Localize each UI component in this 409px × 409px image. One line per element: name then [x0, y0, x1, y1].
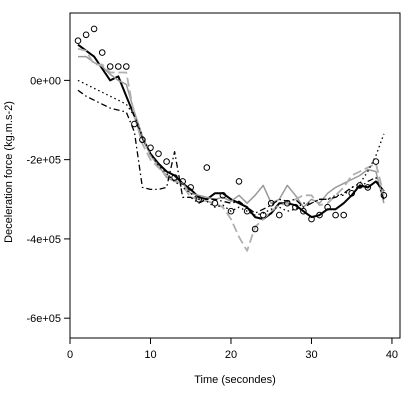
- x-axis: 0 10 20 30 40: [67, 338, 398, 361]
- data-point: [324, 203, 331, 211]
- data-point: [123, 63, 130, 70]
- x-tick-label: 20: [225, 349, 237, 361]
- x-tick-label: 10: [144, 349, 156, 361]
- y-axis: 0e+00 -2e+05 -4e+05 -6e+05: [26, 75, 70, 325]
- data-point: [219, 192, 227, 199]
- y-axis-title: Deceleration force (kg.m.s-2): [3, 101, 15, 243]
- data-point: [340, 211, 348, 219]
- data-point: [131, 120, 138, 128]
- data-point: [203, 164, 211, 171]
- data-point: [115, 63, 122, 70]
- data-point: [171, 174, 178, 181]
- data-point: [98, 49, 106, 56]
- data-point: [316, 211, 323, 219]
- data-point: [211, 199, 219, 207]
- series-line-2: [78, 55, 385, 208]
- data-point: [308, 215, 315, 223]
- data-point: [292, 203, 299, 211]
- data-point: [380, 192, 388, 199]
- data-point: [251, 225, 259, 233]
- y-tick-label: 0e+00: [30, 75, 61, 87]
- data-point: [364, 184, 372, 191]
- data-point: [267, 199, 275, 207]
- x-tick-label: 0: [67, 349, 73, 361]
- plot-frame: [69, 12, 401, 339]
- data-point: [106, 63, 114, 70]
- x-tick-label: 40: [386, 349, 398, 361]
- data-point: [332, 211, 339, 219]
- data-point: [372, 158, 380, 165]
- y-tick-label: -6e+05: [26, 313, 61, 325]
- x-tick-label: 30: [305, 349, 317, 361]
- data-point: [243, 207, 251, 215]
- data-point: [276, 211, 283, 219]
- points-layer: [74, 25, 388, 233]
- data-point: [356, 182, 364, 189]
- data-point: [90, 25, 98, 33]
- series-line-5: [77, 89, 385, 214]
- data-point: [348, 190, 356, 197]
- data-point: [163, 158, 170, 165]
- data-point: [300, 207, 307, 215]
- y-tick-label: -2e+05: [26, 155, 61, 167]
- data-point: [179, 178, 186, 185]
- series-line-4: [77, 79, 385, 216]
- y-tick-label: -4e+05: [26, 234, 61, 246]
- data-point: [284, 199, 291, 207]
- data-point: [195, 196, 203, 203]
- data-point: [235, 178, 243, 185]
- series-line-3: [77, 47, 385, 252]
- data-point: [82, 31, 90, 39]
- data-point: [74, 37, 82, 45]
- data-point: [227, 207, 235, 215]
- data-point: [155, 150, 162, 157]
- series-layer: [77, 43, 385, 252]
- data-point: [187, 184, 194, 191]
- x-axis-title: Time (secondes): [194, 374, 276, 386]
- data-point: [147, 144, 154, 152]
- data-point: [139, 136, 146, 144]
- data-point: [259, 211, 267, 219]
